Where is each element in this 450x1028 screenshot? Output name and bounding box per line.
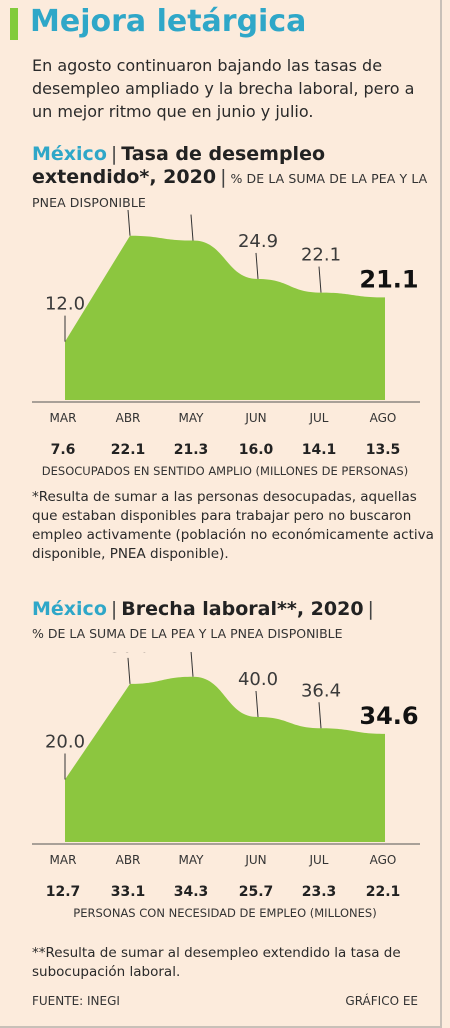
chart2-title: México | Brecha laboral**, 2020 | <box>32 598 442 621</box>
chart1-footnote: *Resulta de sumar a las personas desocup… <box>32 489 434 562</box>
chart2-secondary-value-abr: 33.1 <box>111 884 146 900</box>
chart1-secondary-value-ago: 13.5 <box>366 442 401 458</box>
chart1-title: México | Tasa de desempleo extendido*, 202… <box>32 143 442 214</box>
chart1-country: México <box>32 143 107 165</box>
chart1-x-tick-jul: JUL <box>308 411 328 425</box>
chart2-x-tick-jul: JUL <box>308 853 328 867</box>
title-accent-bar <box>10 8 18 40</box>
chart1-x-tick-jun: JUN <box>244 411 266 425</box>
chart1-leader-may <box>190 214 194 241</box>
chart2-unit-separator: | <box>367 598 374 620</box>
chart1-x-tick-mar: MAR <box>50 411 77 425</box>
chart1-secondary-value-abr: 22.1 <box>111 442 146 458</box>
chart1-title-separator: | <box>110 143 118 165</box>
chart2-value-label-jul: 36.4 <box>301 680 341 701</box>
chart1-value-label-jun: 24.9 <box>238 231 278 252</box>
chart2-leader-jun <box>255 690 259 718</box>
chart1-x-tick-abr: ABR <box>116 411 141 425</box>
chart2-title-text: Brecha laboral**, 2020 <box>121 598 364 620</box>
chart1-leader-jul <box>318 266 322 293</box>
chart2-value-label-ago: 34.6 <box>359 702 418 730</box>
chart2-area-fill <box>65 676 385 842</box>
chart1-area-chart: 12.033.832.824.922.121.1MARABRMAYJUNJULA… <box>32 210 420 478</box>
chart2-x-tick-jun: JUN <box>244 853 266 867</box>
chart2-x-tick-mar: MAR <box>50 853 77 867</box>
chart2-footnote: **Resulta de sumar al desempleo extendid… <box>32 945 401 980</box>
chart2-value-label-jun: 40.0 <box>238 669 278 690</box>
chart2-leader-jul <box>318 702 322 729</box>
page-title: Mejora letárgica <box>30 4 307 39</box>
chart2-country: México <box>32 598 107 620</box>
chart1-value-label-jul: 22.1 <box>301 245 341 266</box>
chart1-area-fill <box>65 235 385 400</box>
header: Mejora letárgica <box>10 4 440 42</box>
chart2-x-tick-abr: ABR <box>116 853 141 867</box>
chart2-x-tick-may: MAY <box>179 853 205 867</box>
chart2-x-tick-ago: AGO <box>370 853 397 867</box>
chart2-secondary-value-ago: 22.1 <box>366 884 401 900</box>
chart1-secondary-value-jul: 14.1 <box>302 442 337 458</box>
chart2-area-chart: 20.050.652.940.036.434.6MARABRMAYJUNJULA… <box>32 652 420 920</box>
chart2-title-separator: | <box>110 598 118 620</box>
chart2-secondary-value-jul: 23.3 <box>302 884 337 900</box>
chart1-unit-separator: | <box>220 166 227 188</box>
chart1-value-label-may: 32.8 <box>173 210 213 214</box>
chart1-x-tick-may: MAY <box>179 411 205 425</box>
chart1-leader-abr <box>127 210 131 236</box>
chart1-title-text: Tasa de desempleo extendido*, 2020 <box>32 143 326 188</box>
chart2-value-label-abr: 50.6 <box>110 652 150 657</box>
chart2-leader-may <box>190 652 194 677</box>
chart1-unit: % DE LA SUMA DE LA PEA Y LA PNEA DISPONI… <box>32 171 428 210</box>
chart1-secondary-value-mar: 7.6 <box>51 442 76 458</box>
chart1-x-tick-ago: AGO <box>370 411 397 425</box>
chart2-secondary-label: PERSONAS CON NECESIDAD DE EMPLEO (MILLON… <box>73 906 376 920</box>
chart2-secondary-value-may: 34.3 <box>174 884 209 900</box>
chart1-value-label-ago: 21.1 <box>359 265 418 293</box>
source-credit: FUENTE: INEGI <box>32 994 120 1008</box>
chart1-secondary-label: DESOCUPADOS EN SENTIDO AMPLIO (MILLONES … <box>42 464 408 478</box>
chart2-secondary-value-mar: 12.7 <box>46 884 81 900</box>
chart2-leader-abr <box>127 657 131 684</box>
chart2-value-label-mar: 20.0 <box>45 732 85 753</box>
chart1-secondary-value-may: 21.3 <box>174 442 209 458</box>
chart1-secondary-value-jun: 16.0 <box>239 442 274 458</box>
lede-paragraph: En agosto continuaron bajando las tasas … <box>32 56 415 121</box>
chart1-value-label-mar: 12.0 <box>45 294 85 315</box>
chart2-secondary-value-jun: 25.7 <box>239 884 274 900</box>
chart1-leader-jun <box>255 252 259 279</box>
chart2-unit: % DE LA SUMA DE LA PEA Y LA PNEA DISPONI… <box>32 626 343 641</box>
graphic-credit: GRÁFICO EE <box>345 994 418 1008</box>
